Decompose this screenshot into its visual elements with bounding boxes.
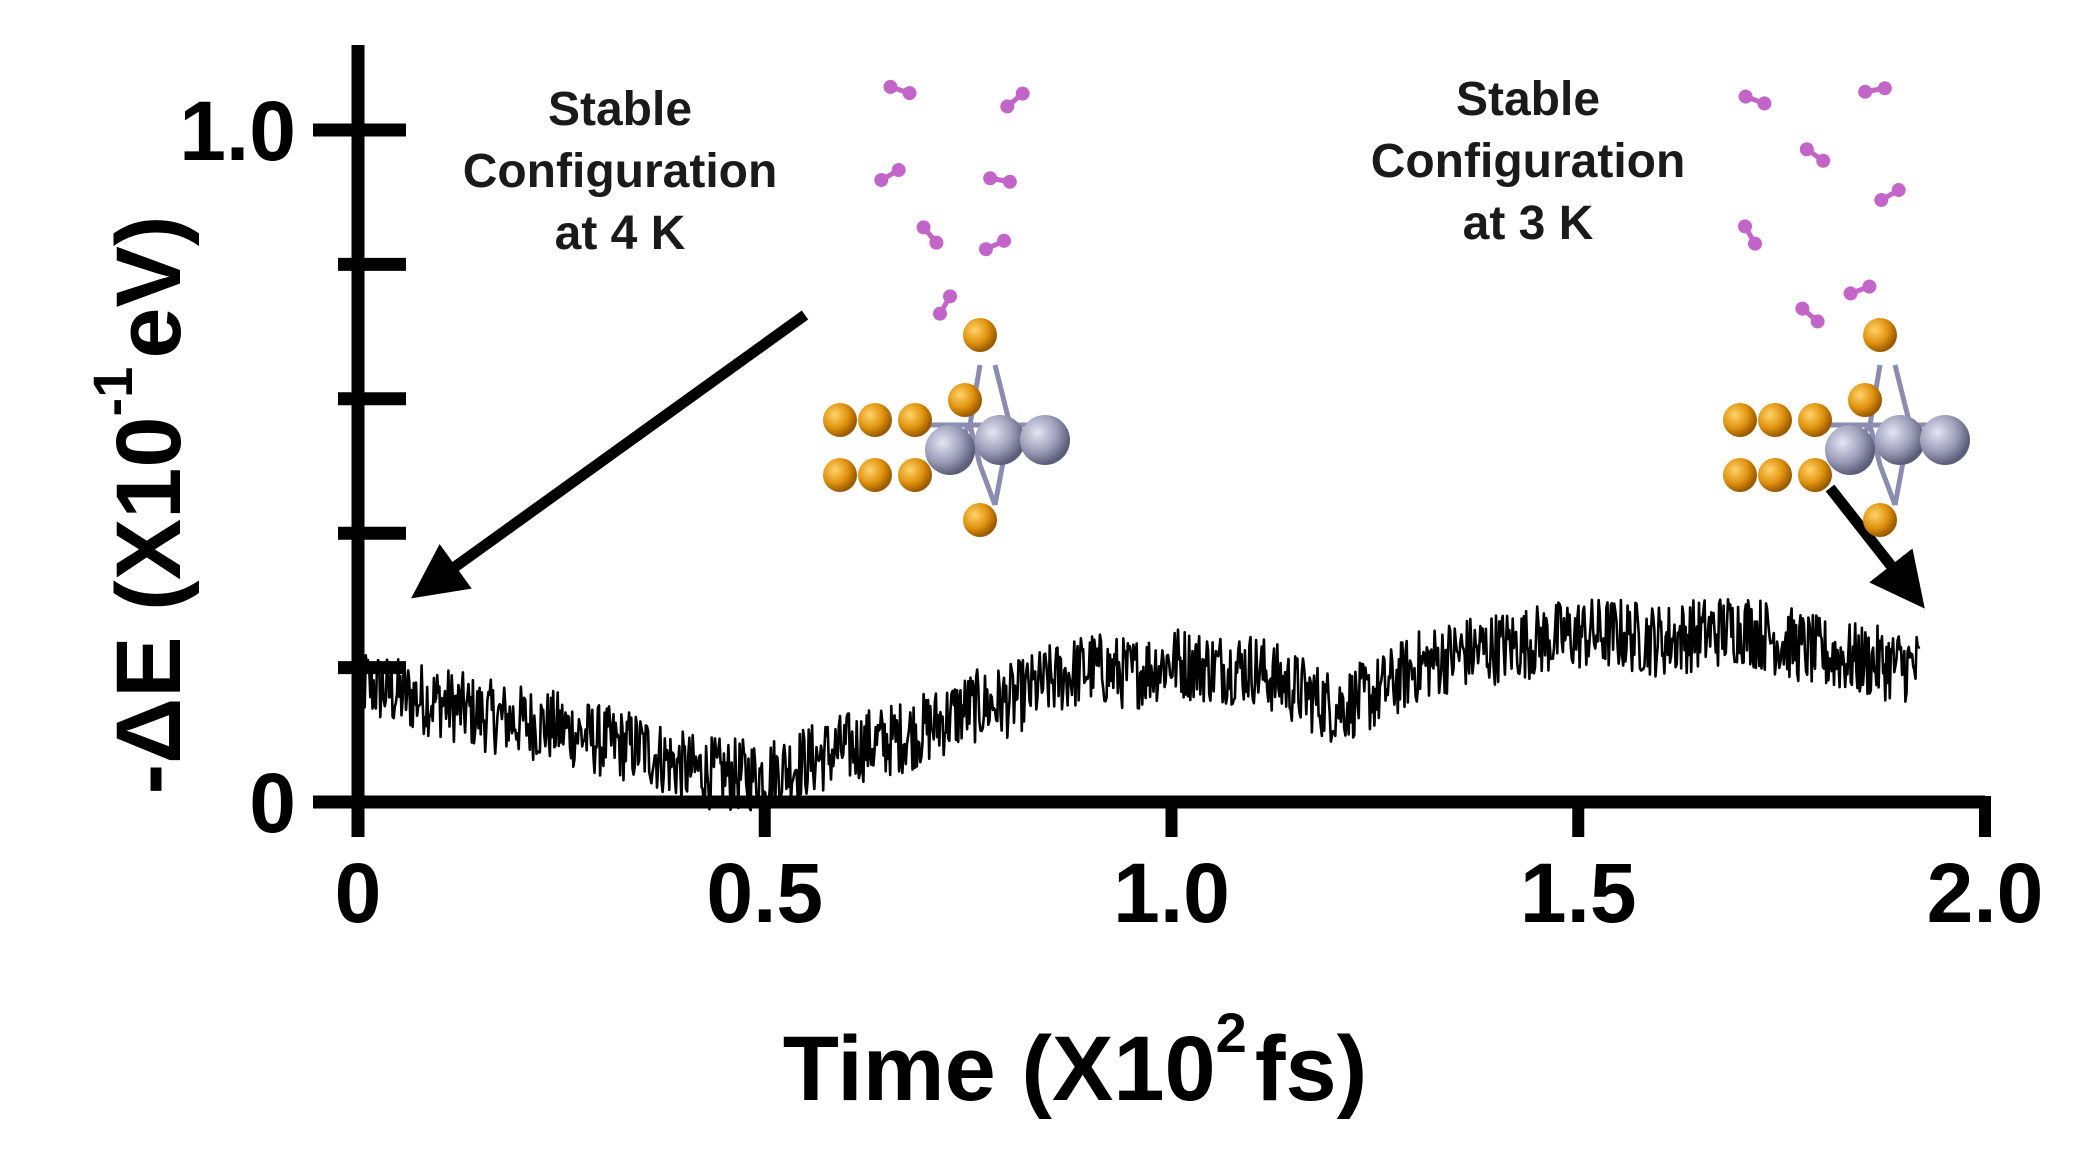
tick-labels: 0 0.5 1.0 1.5 2.0 0 1.0 [179,84,2043,940]
arrow-3k [1825,484,1925,609]
metal-atom [975,415,1025,465]
sulfur-atom [948,383,982,417]
x-tick-label-2: 1.0 [1113,846,1230,940]
annotation-3k-line-2: Configuration [1371,135,1686,188]
adsorbate-molecule [1795,301,1825,329]
sulfur-atom [898,458,932,492]
annotation-3k-line-1: Stable [1456,73,1600,126]
adsorbate-molecule [1858,81,1892,99]
metal-atom [1920,415,1970,465]
metal-atom [1020,415,1070,465]
adsorbate-molecule [1874,183,1906,207]
series-layer [356,598,1921,812]
adsorbate-molecule [1799,142,1831,168]
sulfur-atom [1848,383,1882,417]
annotation-4k: Stable Configuration at 4 K [463,83,778,260]
sulfur-atom [1863,503,1897,537]
adsorbate-molecule [1843,279,1877,301]
sulfur-atom [1758,403,1792,437]
series-line-0 [356,598,1921,812]
sulfur-atom [963,318,997,352]
molecular-structure-3k [1723,81,1970,537]
x-axis-title: Time (X102fs) [783,1001,1368,1120]
adsorbate-molecule [978,233,1012,257]
sulfur-atom [1798,403,1832,437]
substrate-cluster [1723,318,1970,537]
molecular-structure-4k [823,79,1070,537]
sulfur-atom [1758,458,1792,492]
sulfur-atom [823,403,857,437]
metal-atom [925,425,975,475]
sulfur-atom [858,403,892,437]
x-tick-label-4: 2.0 [1927,846,2044,940]
axes [313,45,1991,837]
adsorbate-molecule [916,220,944,250]
sulfur-atom [1798,458,1832,492]
adsorbate-molecule [933,289,957,321]
sulfur-atom [1723,458,1757,492]
metal-atom [1875,415,1925,465]
sulfur-atom [963,503,997,537]
y-tick-label-0: 0 [249,756,296,850]
adsorbate-molecule [1738,219,1762,251]
sulfur-atom [1723,403,1757,437]
substrate-cluster [823,318,1070,537]
annotation-arrows [411,310,1925,609]
y-tick-label-5: 1.0 [179,84,296,178]
adsorbate-molecule [874,163,906,187]
annotation-3k: Stable Configuration at 3 K [1371,73,1686,250]
sulfur-atom [898,403,932,437]
sulfur-atom [1863,318,1897,352]
x-tick-label-0: 0 [335,846,382,940]
y-axis-title: -ΔE (X10-1eV) [81,216,200,795]
adsorbate-molecule [883,79,917,101]
adsorbate-molecule [1738,89,1772,111]
metal-atom [1825,425,1875,475]
annotation-4k-line-1: Stable [548,83,692,136]
sulfur-atom [823,458,857,492]
annotation-3k-line-3: at 3 K [1463,197,1594,250]
adsorbate-molecule [983,171,1017,189]
sulfur-atom [858,458,892,492]
annotation-4k-line-3: at 4 K [555,207,686,260]
annotation-4k-line-2: Configuration [463,145,778,198]
arrow-4k [411,310,809,599]
x-tick-label-1: 0.5 [706,846,823,940]
x-tick-label-3: 1.5 [1520,846,1637,940]
adsorbate-molecule [1000,86,1030,114]
